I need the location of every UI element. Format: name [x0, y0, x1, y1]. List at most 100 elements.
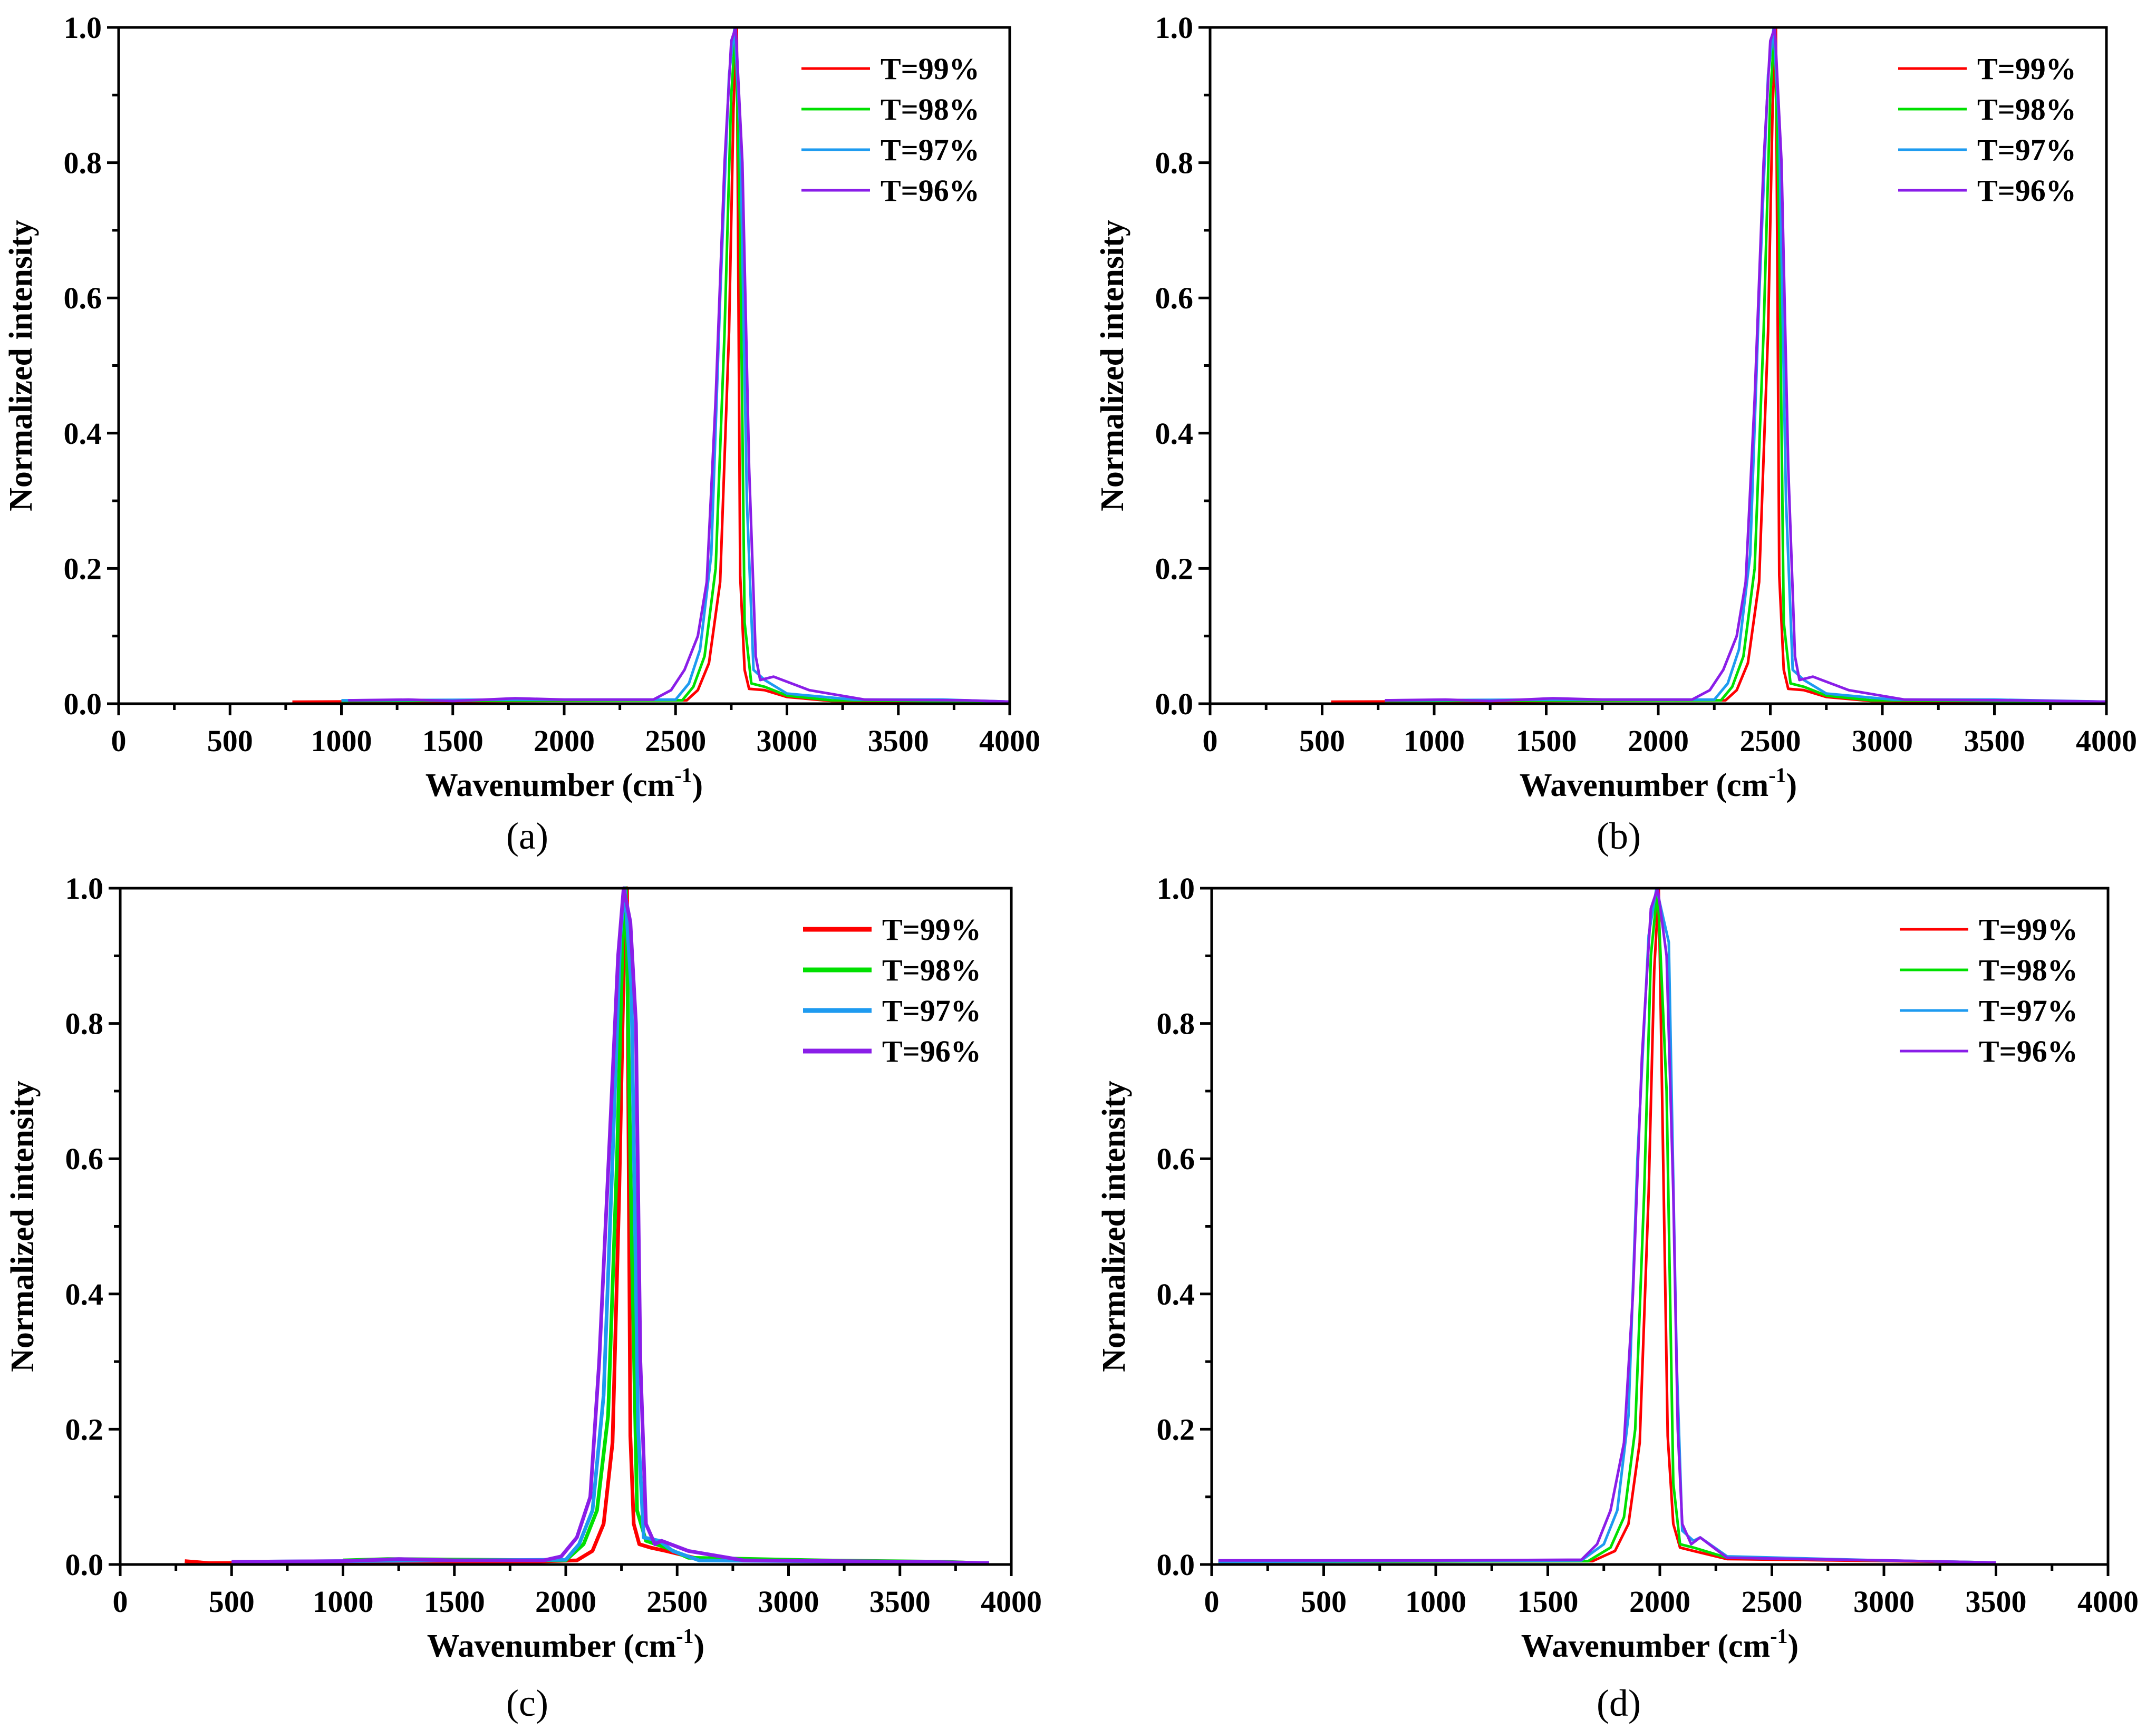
legend-label: T=96%: [1977, 173, 2076, 208]
y-tick-label: 0.0: [1155, 687, 1194, 721]
x-axis-title: Wavenumber (cm-1): [1520, 763, 1797, 803]
x-tick-label: 0: [111, 724, 127, 758]
legend-item: T=97%: [801, 133, 980, 167]
series-line-t96: [231, 886, 989, 1565]
x-tick-label: 1500: [1516, 724, 1577, 758]
panel-label: (d): [1597, 1682, 1641, 1724]
legend-label: T=97%: [1979, 994, 2078, 1028]
series-line-t98: [1218, 887, 1996, 1564]
legend-label: T=96%: [1979, 1034, 2078, 1068]
x-axis-title: Wavenumber (cm-1): [426, 763, 703, 803]
legend-item: T=97%: [803, 994, 981, 1028]
y-tick-label: 1.0: [65, 871, 104, 906]
x-tick-label: 2500: [1742, 1585, 1803, 1619]
series-line-t96: [348, 26, 1010, 703]
y-axis-title: Normalized intensity: [5, 1081, 41, 1372]
legend-label: T=97%: [1977, 133, 2076, 167]
chart-panel-a: 0 500 1000 1500 2000 2500 3000 3500 4000 0.0 0.2 0.…: [3, 11, 1040, 857]
legend-label: T=99%: [1977, 52, 2076, 86]
x-tick-label: 4000: [2076, 724, 2137, 758]
panel-label: (c): [506, 1682, 548, 1724]
legend-label: T=99%: [1979, 912, 2078, 947]
y-tick-label: 0.0: [65, 1548, 104, 1582]
x-tick-label: 1500: [422, 724, 484, 758]
x-tick-label: 0: [1203, 724, 1218, 758]
x-tick-label: 1000: [1404, 724, 1465, 758]
y-tick-label: 0.8: [1157, 1007, 1195, 1041]
y-tick-label: 1.0: [64, 11, 102, 45]
x-tick-label: 3000: [758, 1585, 819, 1619]
y-tick-label: 0.6: [1157, 1142, 1195, 1176]
x-tick-label: 3500: [868, 724, 929, 758]
x-tick-label: 2500: [646, 1585, 708, 1619]
x-tick-label: 500: [209, 1585, 255, 1619]
chart-panel-b: 0 500 1000 1500 2000 2500 3000 3500 4000 0.0 0.2 0.…: [1095, 11, 2137, 857]
y-tick-label: 0.0: [1157, 1548, 1195, 1582]
y-tick-label: 0.2: [1155, 551, 1194, 586]
x-tick-label: 0: [1204, 1585, 1220, 1619]
legend-item: T=98%: [801, 92, 980, 127]
x-tick-label: 2000: [1629, 1585, 1690, 1619]
x-tick-label: 2000: [1628, 724, 1689, 758]
y-tick-label: 0.4: [65, 1277, 104, 1311]
y-tick-label: 0.8: [1155, 146, 1194, 180]
panel-label: (b): [1597, 815, 1641, 857]
legend-label: T=98%: [881, 92, 980, 127]
legend-item: T=96%: [801, 173, 980, 208]
y-tick-label: 0.6: [64, 281, 102, 315]
y-axis-title: Normalized intensity: [1095, 220, 1130, 511]
y-tick-label: 0.8: [65, 1007, 104, 1041]
legend-label: T=96%: [881, 173, 980, 208]
legend-label: T=97%: [881, 133, 980, 167]
x-tick-label: 4000: [2077, 1585, 2139, 1619]
y-tick-label: 0.4: [1155, 416, 1194, 451]
x-tick-label: 3000: [1852, 724, 1913, 758]
chart-panel-d: 0 500 1000 1500 2000 2500 3000 3500 4000 0.0 0.2 0.…: [1096, 871, 2139, 1724]
legend-item: T=96%: [1898, 173, 2076, 208]
x-tick-label: 1000: [1405, 1585, 1466, 1619]
x-axis-title: Wavenumber (cm-1): [427, 1624, 704, 1664]
x-tick-label: 1500: [1517, 1585, 1579, 1619]
y-tick-label: 0.2: [64, 551, 102, 586]
x-tick-label: 0: [113, 1585, 128, 1619]
y-tick-label: 0.2: [1157, 1412, 1195, 1446]
legend-label: T=99%: [882, 912, 981, 947]
panel-label: (a): [506, 815, 548, 857]
x-tick-label: 2500: [645, 724, 706, 758]
y-axis-title: Normalized intensity: [3, 220, 39, 511]
x-tick-label: 500: [1301, 1585, 1347, 1619]
legend-label: T=99%: [881, 52, 980, 86]
legend-label: T=98%: [1977, 92, 2076, 127]
x-tick-label: 1000: [311, 724, 372, 758]
legend-item: T=99%: [1900, 912, 2078, 947]
legend-item: T=97%: [1898, 133, 2076, 167]
x-tick-label: 1500: [424, 1585, 485, 1619]
y-tick-label: 1.0: [1155, 11, 1194, 45]
x-tick-label: 4000: [981, 1585, 1042, 1619]
y-tick-label: 0.2: [65, 1412, 104, 1446]
legend-label: T=97%: [882, 994, 981, 1028]
y-tick-label: 0.6: [65, 1142, 104, 1176]
legend-item: T=99%: [1898, 52, 2076, 86]
x-tick-label: 3500: [869, 1585, 931, 1619]
y-tick-label: 0.0: [64, 687, 102, 721]
y-tick-label: 0.6: [1155, 281, 1194, 315]
x-tick-label: 2500: [1740, 724, 1801, 758]
legend-item: T=97%: [1900, 994, 2078, 1028]
x-tick-label: 2000: [534, 724, 595, 758]
chart-panel-c: 0 500 1000 1500 2000 2500 3000 3500 4000 0.0 0.2 0.…: [5, 871, 1042, 1724]
x-axis-title: Wavenumber (cm-1): [1521, 1624, 1799, 1664]
y-tick-label: 0.4: [64, 416, 102, 451]
x-tick-label: 500: [1299, 724, 1345, 758]
y-tick-label: 0.4: [1157, 1277, 1195, 1311]
x-tick-label: 1000: [313, 1585, 374, 1619]
legend-item: T=99%: [803, 912, 981, 947]
legend-label: T=98%: [1979, 953, 2078, 987]
x-tick-label: 500: [207, 724, 253, 758]
legend-item: T=98%: [1898, 92, 2076, 127]
y-tick-label: 0.8: [64, 146, 102, 180]
legend-item: T=98%: [803, 953, 981, 987]
x-tick-label: 3000: [1853, 1585, 1915, 1619]
legend-label: T=96%: [882, 1034, 981, 1068]
